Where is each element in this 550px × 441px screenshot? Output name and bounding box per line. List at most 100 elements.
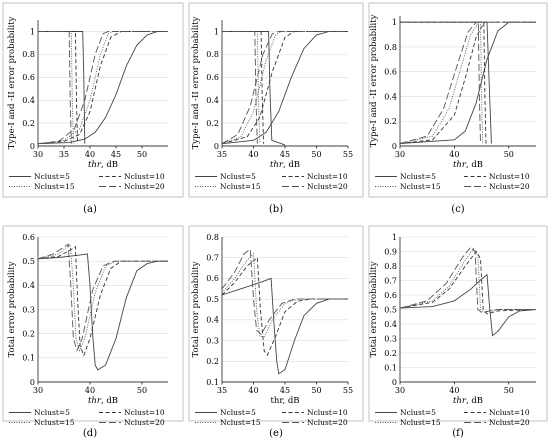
series-line-nclust-5 [222, 31, 286, 146]
panel-label: (f) [452, 428, 464, 439]
legend-entry: Nclust=20 [124, 182, 165, 191]
y-tick-label: 0 [392, 378, 397, 387]
y-tick-label: 0.8 [206, 50, 219, 59]
y-tick-label: 0.6 [384, 68, 397, 77]
series-line-nclust-10 [37, 245, 168, 357]
x-tick-label: 40 [85, 150, 95, 159]
y-tick-label: 0.7 [384, 276, 397, 285]
series-line-nclust-10 [221, 256, 348, 356]
y-tick-label: 1 [392, 18, 397, 27]
y-tick-label: 0.5 [22, 257, 35, 266]
x-tick-label: 50 [137, 150, 147, 159]
series-line-nclust-15 [37, 243, 168, 352]
series-line-nclust-5 [221, 277, 348, 375]
series-line-nclust-5 [399, 273, 537, 337]
series-line-nclust-10 [399, 250, 537, 315]
x-axis-label: thr, dB [453, 160, 483, 170]
legend-entry: Nclust=5 [400, 408, 436, 417]
y-axis-label: Type-I and -II error probability [369, 14, 379, 147]
series-line-nclust-20 [222, 31, 258, 144]
y-tick-label: 0.2 [384, 117, 397, 126]
legend-entry: Nclust=5 [34, 172, 70, 181]
series-line-nclust-10 [38, 31, 78, 144]
legend-entry: Nclust=15 [220, 418, 261, 427]
y-axis-label: Type-I and -II error probability [7, 16, 17, 149]
y-tick-label: 0.2 [22, 119, 35, 128]
legend-entry: Nclust=15 [400, 182, 441, 191]
y-axis-label: Total error probability [191, 261, 201, 357]
y-tick-label: 0.4 [22, 281, 35, 290]
chart-panel-d: 0 0.1 0.2 0.3 0.4 0.5 0.6 30 40 50 thr, dB Total er… [2, 225, 184, 427]
x-tick-label: 30 [33, 150, 43, 159]
series-line-nclust-15 [221, 252, 348, 337]
series-line-nclust-5 [221, 31, 348, 145]
series-line-nclust-5 [399, 21, 536, 144]
x-tick-label: 35 [217, 150, 227, 159]
y-tick-label: 0.2 [384, 349, 397, 358]
series-line-nclust-20 [37, 31, 168, 145]
x-tick-label: 50 [137, 386, 147, 395]
y-axis-label: Total error probability [7, 261, 17, 357]
y-tick-label: 0.4 [384, 92, 397, 101]
series-line-nclust-15 [399, 21, 536, 144]
panel-frame [2, 225, 184, 422]
x-tick-label: 40 [449, 150, 459, 159]
series-line-nclust-20 [37, 243, 168, 352]
chart-panel-c: 0 0.2 0.4 0.6 0.8 1 30 40 50 thr, dB Type-I and -I… [368, 2, 548, 198]
legend-entry: Nclust=15 [34, 182, 75, 191]
y-tick-label: 0.2 [206, 357, 219, 366]
legend-entry: Nclust=10 [489, 172, 530, 181]
x-tick-label: 30 [395, 150, 405, 159]
y-tick-label: 0.2 [22, 329, 35, 338]
x-tick-label: 30 [33, 386, 43, 395]
chart-panel-e: 0.1 0.2 0.3 0.4 0.5 0.6 0.7 0.8 35 40 45 50 55 thr, d… [188, 225, 364, 427]
legend-entry: Nclust=20 [307, 418, 348, 427]
y-tick-label: 0.3 [22, 305, 35, 314]
y-tick-label: 0.1 [384, 363, 397, 372]
panel-frame [2, 2, 184, 198]
legend-entry: Nclust=15 [34, 418, 75, 427]
panel-label: (a) [83, 204, 97, 215]
y-tick-label: 0.1 [206, 378, 219, 387]
panel-frame [368, 225, 548, 422]
x-tick-label: 35 [217, 386, 227, 395]
legend-entry: Nclust=15 [220, 182, 261, 191]
y-tick-label: 0.2 [206, 119, 219, 128]
x-tick-label: 45 [280, 386, 290, 395]
x-tick-label: 30 [395, 386, 405, 395]
series-line-nclust-20 [221, 31, 348, 145]
x-tick-label: 40 [85, 386, 95, 395]
y-tick-label: 1 [30, 27, 35, 36]
y-axis-label: Type-I and -II error probability [191, 16, 201, 149]
legend-entry: Nclust=10 [307, 172, 348, 181]
x-tick-label: 50 [311, 150, 321, 159]
y-tick-label: 0.8 [22, 50, 35, 59]
legend-entry: Nclust=5 [220, 408, 256, 417]
y-tick-label: 0.6 [22, 233, 35, 242]
y-tick-label: 0.3 [384, 334, 397, 343]
legend-entry: Nclust=10 [124, 172, 165, 181]
y-tick-label: 0 [214, 142, 219, 151]
chart-panel-a: 0 0.2 0.4 0.6 0.8 1 30 35 40 45 50 thr, dB Type-I an… [2, 2, 184, 198]
series-line-nclust-15 [400, 21, 484, 144]
legend-entry: Nclust=20 [489, 418, 530, 427]
chart-panel-f: 0 0.1 0.2 0.3 0.4 0.5 0.6 0.7 0.8 0.9 1 30 40 50 thr, … [368, 225, 548, 427]
legend-entry: Nclust=10 [307, 408, 348, 417]
y-tick-label: 0.7 [206, 254, 219, 263]
x-tick-label: 40 [248, 386, 258, 395]
x-tick-label: 40 [449, 386, 459, 395]
legend-entry: Nclust=5 [220, 172, 256, 181]
x-tick-label: 50 [504, 150, 514, 159]
series-line-nclust-15 [38, 31, 74, 144]
panel-frame [368, 2, 548, 198]
y-axis-label: Total error probability [369, 261, 379, 357]
y-tick-label: 1 [214, 27, 219, 36]
x-axis-label: thr, dB [88, 396, 118, 406]
x-axis-label: thr, dB [270, 396, 299, 406]
x-tick-label: 50 [311, 386, 321, 395]
series-line-nclust-20 [399, 246, 536, 313]
y-tick-label: 0 [392, 142, 397, 151]
panel-frame [188, 225, 364, 422]
y-tick-label: 0.4 [206, 316, 219, 325]
